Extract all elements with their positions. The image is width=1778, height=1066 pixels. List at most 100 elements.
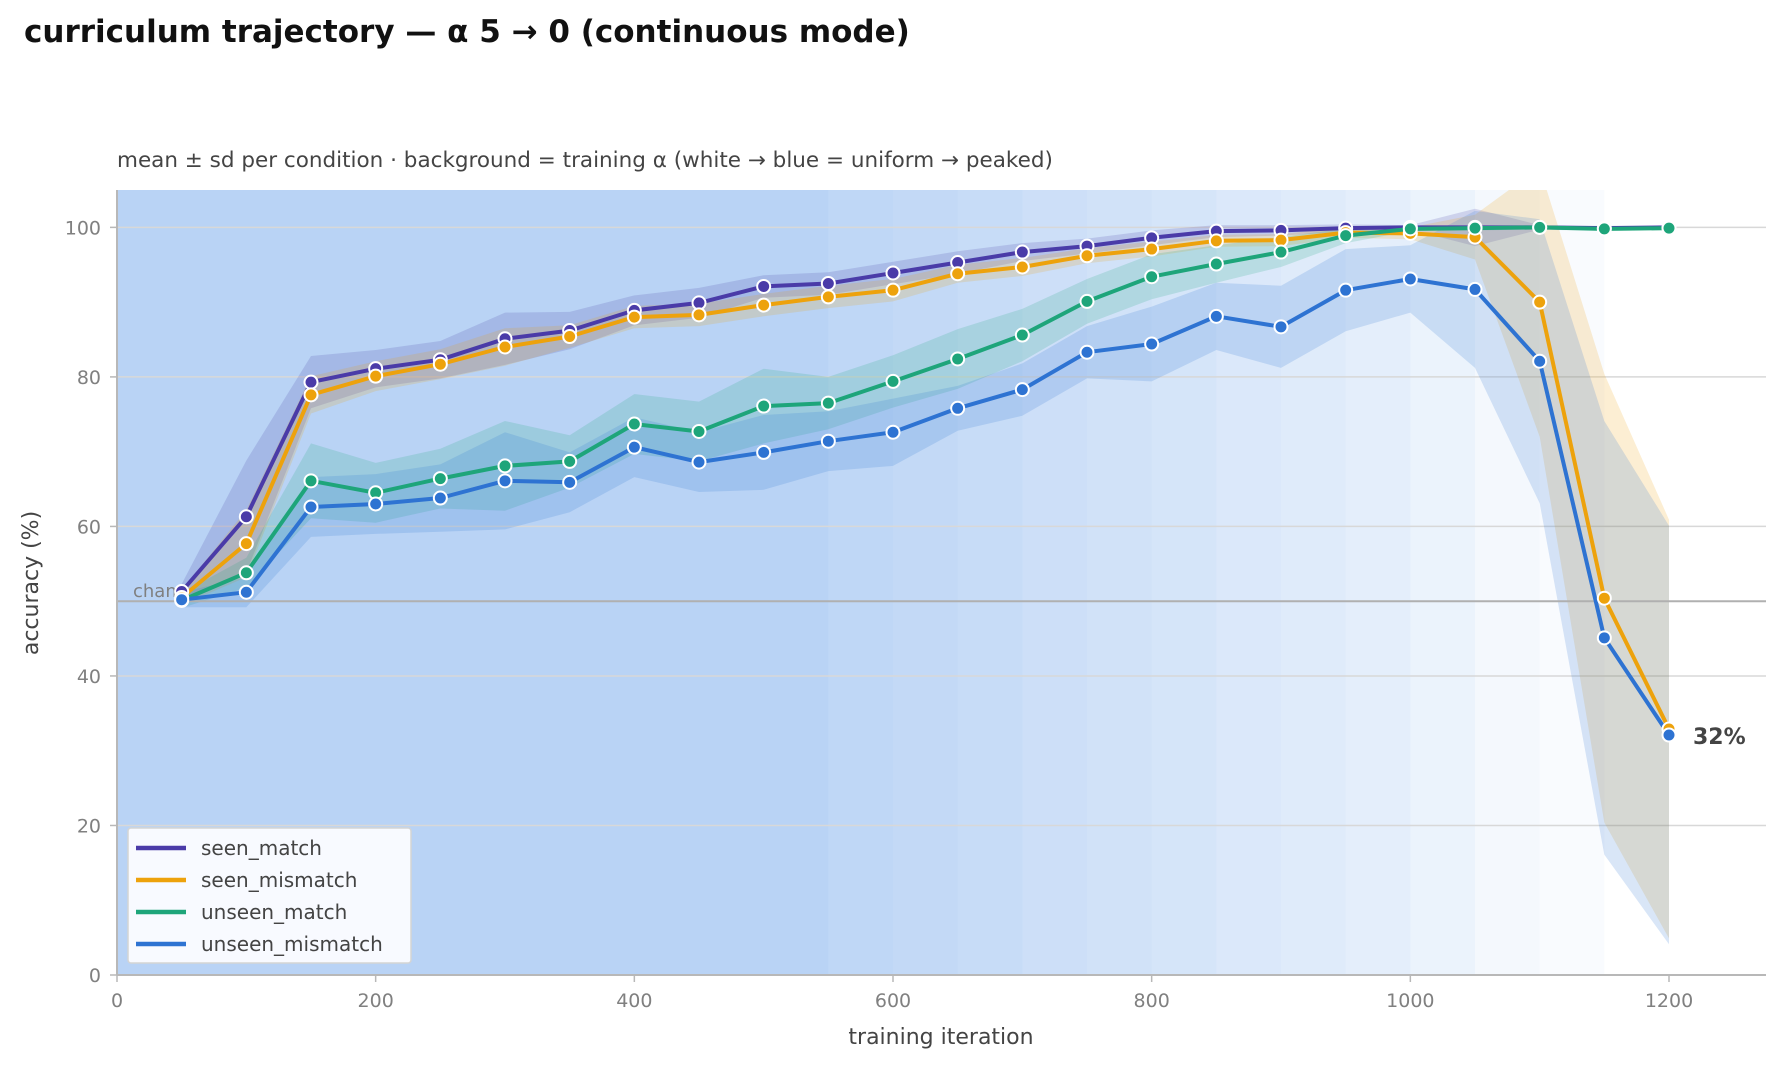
data-point bbox=[368, 496, 384, 512]
y-tick-label: 20 bbox=[77, 815, 101, 837]
data-point bbox=[1273, 319, 1289, 335]
y-tick-label: 40 bbox=[77, 666, 101, 688]
series-line-unseen_match bbox=[179, 225, 1671, 603]
data-point bbox=[885, 373, 901, 389]
chart-title: curriculum trajectory — α 5 → 0 (continu… bbox=[24, 14, 910, 50]
data-point bbox=[820, 433, 836, 449]
legend-item-seen_match: seen_match bbox=[136, 836, 322, 860]
x-tick-label: 0 bbox=[111, 990, 123, 1012]
x-tick-label: 200 bbox=[358, 990, 394, 1012]
data-point bbox=[1079, 344, 1095, 360]
data-point bbox=[562, 474, 578, 490]
alpha-strip bbox=[1345, 190, 1411, 975]
plot-area: chance bbox=[117, 190, 1767, 975]
points-seen_mismatch bbox=[174, 225, 1677, 737]
legend-item-unseen_mismatch: unseen_mismatch bbox=[136, 932, 383, 956]
data-point bbox=[756, 398, 772, 414]
legend-label: seen_match bbox=[201, 836, 322, 860]
series-points bbox=[174, 219, 1677, 743]
data-point bbox=[1532, 219, 1548, 235]
data-point bbox=[303, 499, 319, 515]
series-lines bbox=[179, 225, 1671, 737]
data-point bbox=[1596, 630, 1612, 646]
alpha-strip bbox=[957, 190, 1023, 975]
data-point bbox=[885, 265, 901, 281]
data-point bbox=[562, 453, 578, 469]
data-point bbox=[820, 395, 836, 411]
data-point bbox=[238, 536, 254, 552]
data-point bbox=[1014, 259, 1030, 275]
data-point bbox=[303, 374, 319, 390]
legend-label: unseen_match bbox=[201, 900, 347, 924]
data-point bbox=[820, 275, 836, 291]
x-tick-label: 1000 bbox=[1386, 990, 1434, 1012]
gridlines bbox=[117, 226, 1766, 827]
alpha-strip bbox=[1087, 190, 1153, 975]
data-point bbox=[626, 416, 642, 432]
x-tick-label: 1200 bbox=[1645, 990, 1693, 1012]
data-point bbox=[238, 565, 254, 581]
sd-band-seen_mismatch bbox=[181, 190, 1669, 939]
data-point bbox=[1402, 221, 1418, 237]
data-point bbox=[756, 444, 772, 460]
data-point bbox=[238, 584, 254, 600]
alpha-strip bbox=[828, 190, 894, 975]
x-tick-label: 400 bbox=[616, 990, 652, 1012]
data-point bbox=[691, 307, 707, 323]
alpha-strip bbox=[1410, 190, 1476, 975]
chance-label: chance bbox=[133, 581, 198, 602]
y-axis-label: accuracy (%) bbox=[19, 511, 44, 655]
data-point bbox=[756, 278, 772, 294]
data-point bbox=[1532, 294, 1548, 310]
y-tick-label: 100 bbox=[65, 217, 101, 239]
legend-box bbox=[127, 827, 412, 964]
y-tick-label: 80 bbox=[77, 367, 101, 389]
data-point bbox=[950, 266, 966, 282]
data-point bbox=[497, 458, 513, 474]
data-point bbox=[1467, 220, 1483, 236]
data-point bbox=[885, 282, 901, 298]
data-point bbox=[1661, 220, 1677, 236]
data-point bbox=[1596, 590, 1612, 606]
alpha-strip bbox=[1022, 190, 1088, 975]
y-tick-label: 60 bbox=[77, 516, 101, 538]
data-point bbox=[1532, 353, 1548, 369]
data-point bbox=[1661, 727, 1677, 743]
alpha-strip bbox=[893, 190, 959, 975]
data-point bbox=[1144, 241, 1160, 257]
end-annotation: 32% bbox=[1693, 725, 1746, 750]
points-unseen_mismatch bbox=[174, 271, 1677, 743]
data-point bbox=[303, 473, 319, 489]
x-tick-label: 600 bbox=[875, 990, 911, 1012]
data-point bbox=[1014, 244, 1030, 260]
data-point bbox=[1338, 228, 1354, 244]
data-point bbox=[432, 490, 448, 506]
data-point bbox=[950, 351, 966, 367]
data-point bbox=[1014, 327, 1030, 343]
data-point bbox=[950, 400, 966, 416]
legend: seen_match seen_mismatch unseen_matchunsee… bbox=[127, 827, 412, 964]
data-point bbox=[1402, 271, 1418, 287]
chance-reference: chance bbox=[117, 581, 1766, 603]
chart-subtitle: mean ± sd per condition · background = t… bbox=[117, 148, 1053, 173]
data-point bbox=[885, 424, 901, 440]
y-ticks: 0 20 40 60 80 100 bbox=[65, 217, 117, 987]
data-point bbox=[1208, 256, 1224, 272]
data-point bbox=[1144, 269, 1160, 285]
alpha-strip bbox=[1539, 190, 1605, 975]
data-point bbox=[432, 471, 448, 487]
alpha-background bbox=[117, 190, 1767, 975]
y-tick-label: 0 bbox=[89, 965, 101, 987]
x-axis-label: training iteration bbox=[848, 1025, 1033, 1050]
data-point bbox=[1208, 308, 1224, 324]
data-point bbox=[238, 509, 254, 525]
data-point bbox=[1273, 244, 1289, 260]
data-point bbox=[1338, 282, 1354, 298]
data-point bbox=[432, 356, 448, 372]
data-point bbox=[691, 423, 707, 439]
data-point bbox=[1014, 382, 1030, 398]
data-point bbox=[497, 473, 513, 489]
data-point bbox=[562, 329, 578, 345]
legend-item-unseen_match: unseen_match bbox=[136, 900, 347, 924]
